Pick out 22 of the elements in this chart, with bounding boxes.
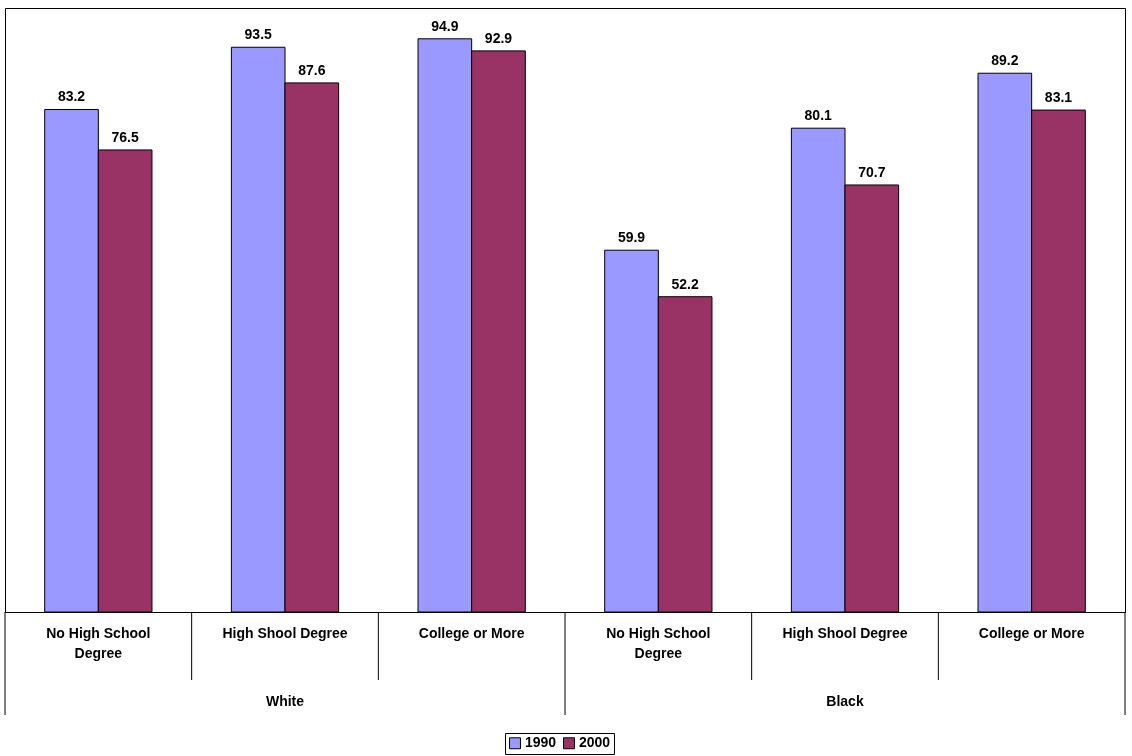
data-label: 80.1 [804, 107, 833, 124]
legend-label: 2000 [579, 734, 611, 751]
x-tick-label: College or More [978, 624, 1085, 641]
legend-label: 1990 [525, 734, 557, 751]
x-tick-label: College or More [418, 624, 525, 641]
data-label: 59.9 [617, 229, 646, 246]
data-label: 89.2 [991, 52, 1019, 69]
data-label: 94.9 [431, 17, 459, 34]
data-label: 93.5 [244, 26, 273, 43]
data-label: 70.7 [858, 163, 886, 180]
data-label: 52.2 [671, 275, 699, 292]
text: White [265, 693, 305, 709]
data-label: 92.9 [484, 29, 513, 46]
x-tick-label: High Shool Degree [222, 624, 348, 641]
x-tick-label: No High School Degree [46, 624, 151, 661]
x-tick-label: No High School Degree [606, 624, 711, 661]
data-label: 87.6 [298, 61, 326, 78]
data-label: 83.1 [1044, 89, 1073, 106]
x-tick-label: High Shool Degree [782, 624, 908, 641]
data-label: 76.5 [111, 128, 139, 145]
data-label: 83.2 [57, 88, 86, 105]
text: Black [826, 693, 864, 709]
